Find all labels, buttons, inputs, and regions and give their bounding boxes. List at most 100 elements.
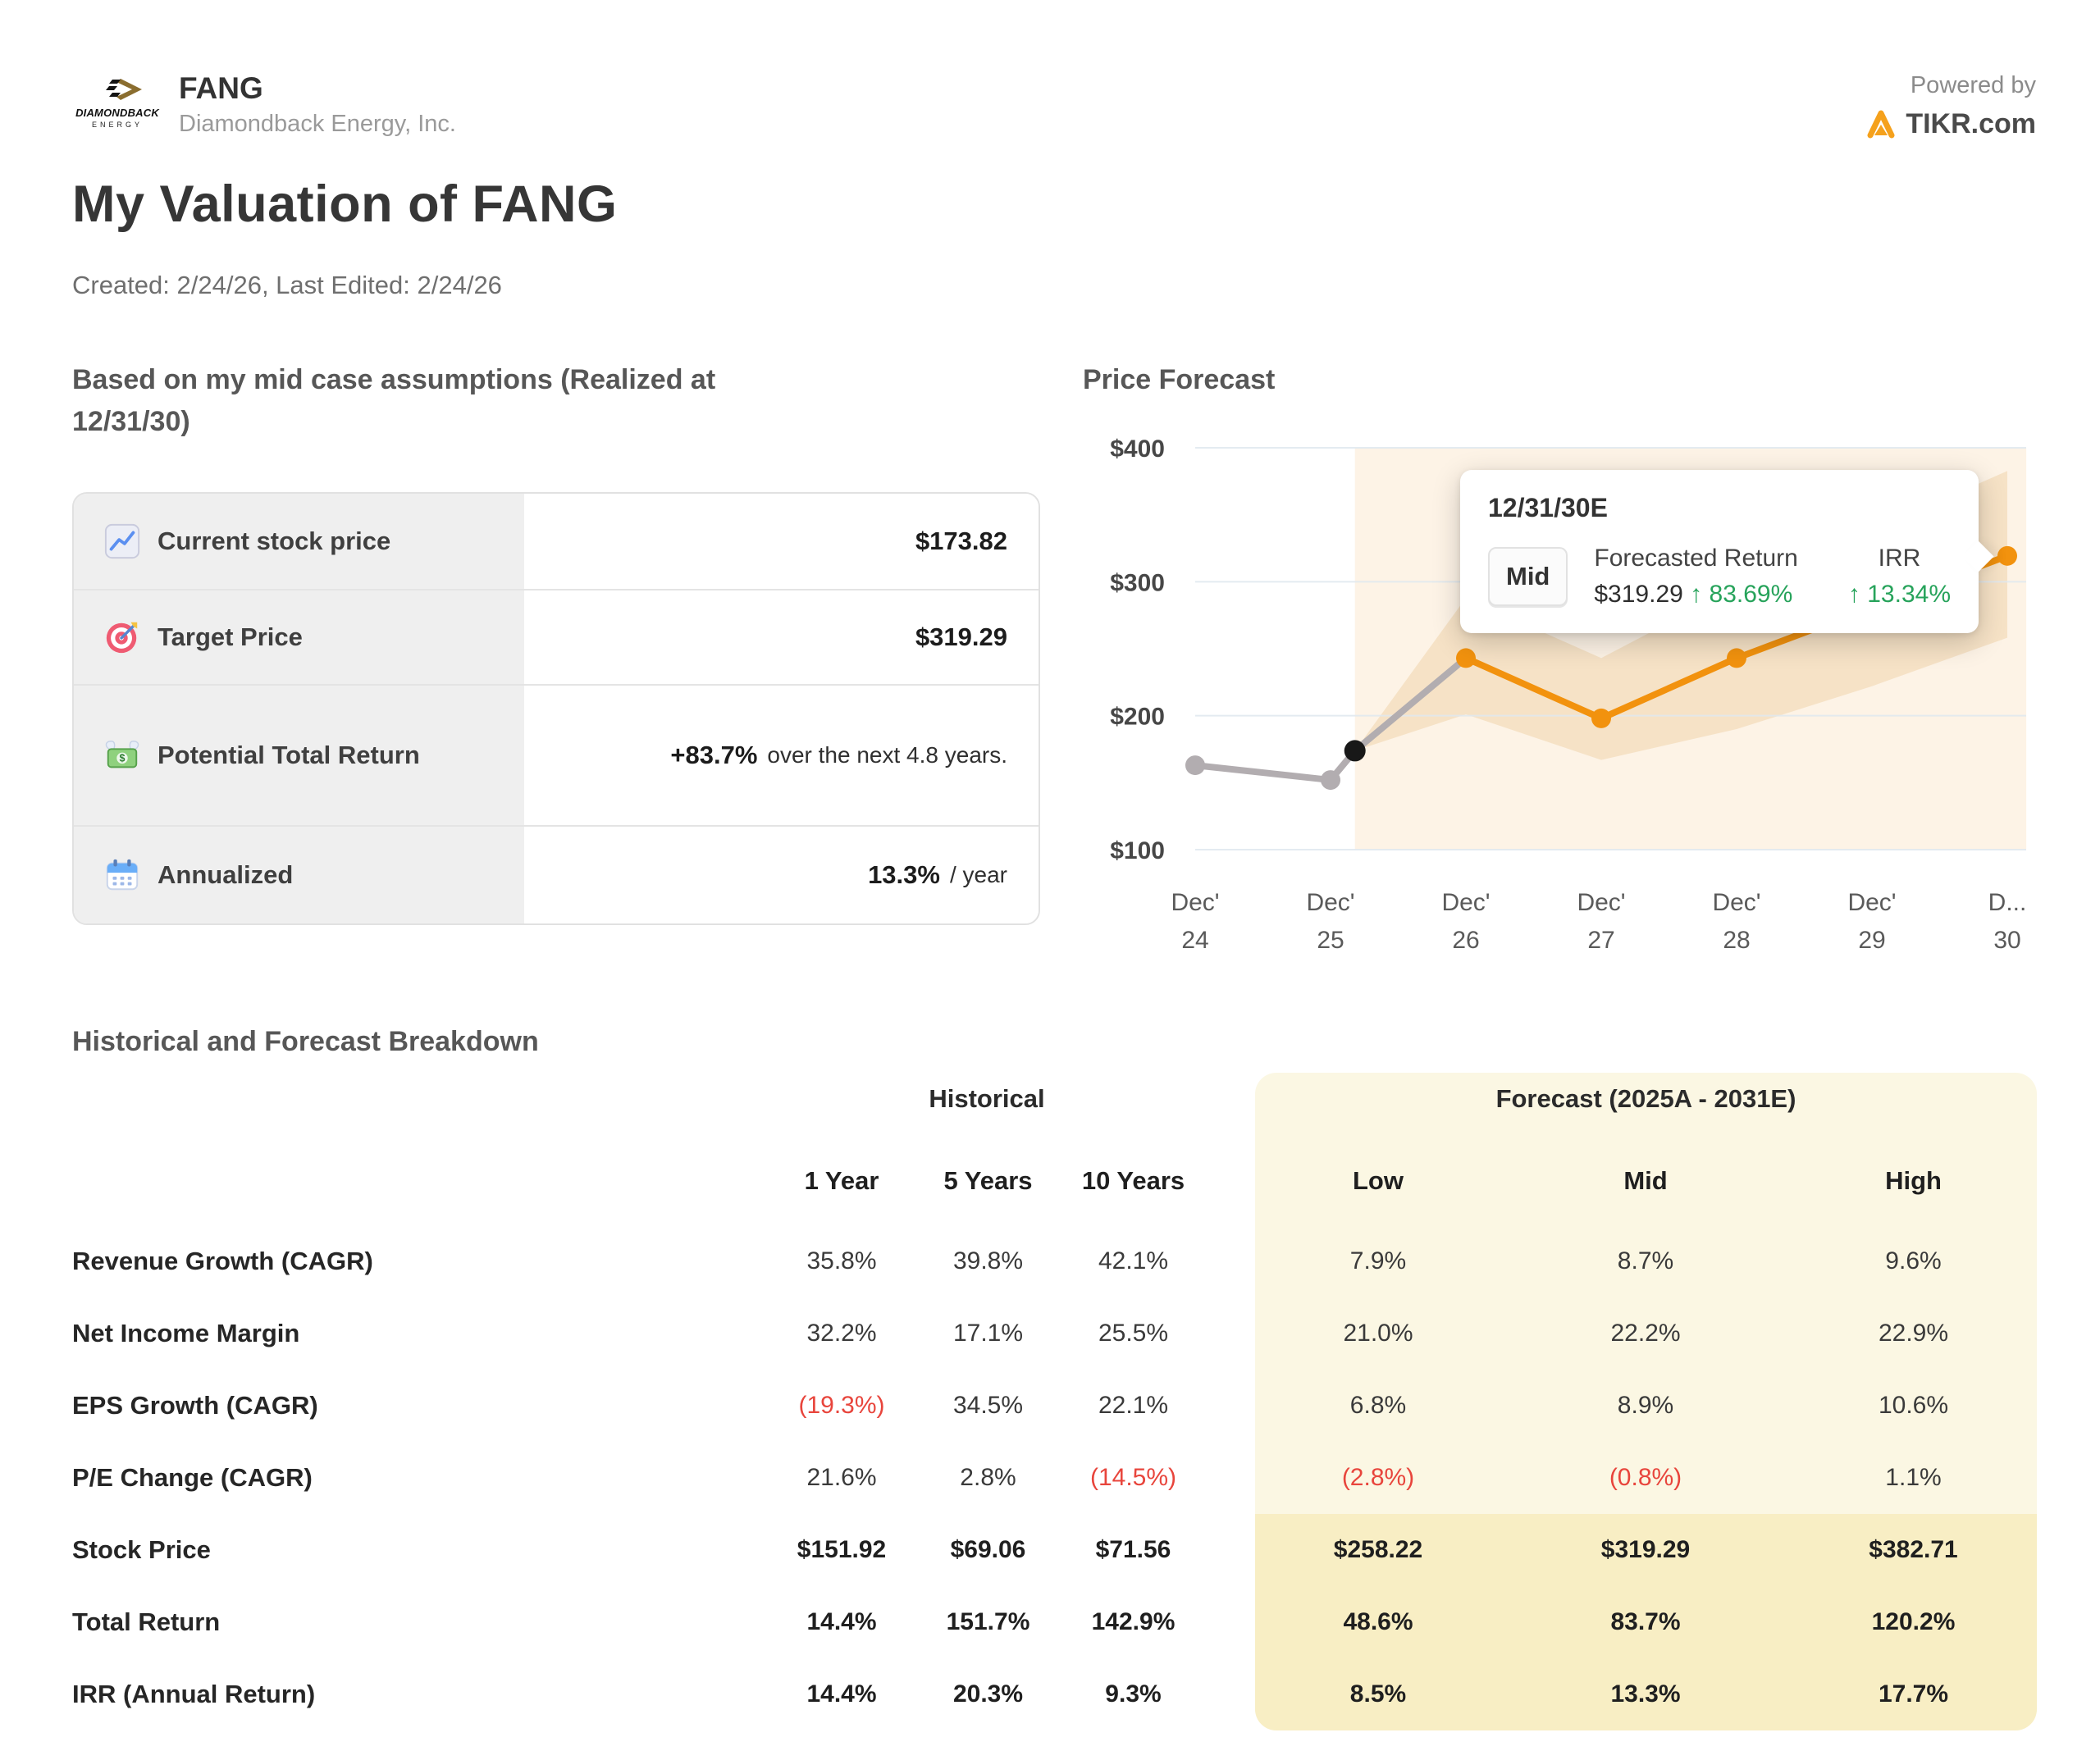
mid-forecast-data-point[interactable] [1456, 648, 1476, 668]
assumption-label-cell: $ Potential Total Return [74, 686, 524, 825]
diamondback-logo-subtext: ENERGY [91, 121, 143, 129]
forecast-value: 8.7% [1617, 1247, 1674, 1274]
svg-text:$: $ [120, 753, 126, 764]
diamondback-logo-text: DIAMONDBACK [75, 107, 159, 119]
diamondback-logo-icon [106, 79, 142, 100]
historical-value: 35.8% [806, 1247, 877, 1274]
assumption-value: $319.29 [915, 622, 1007, 651]
forecast-card-highlight-band [1255, 1514, 2037, 1730]
calendar-icon [106, 859, 139, 891]
money-with-wings-icon: $ [105, 741, 139, 768]
x-tick-label: D... [1988, 889, 2027, 916]
assumption-label: Potential Total Return [158, 741, 420, 769]
forecast-value: (0.8%) [1609, 1464, 1682, 1491]
target-icon [106, 622, 138, 654]
historical-value: 21.6% [806, 1464, 877, 1491]
forecast-group-header: Forecast (2025A - 2031E) [1495, 1084, 1796, 1113]
tooltip-date: 12/31/30E [1488, 493, 1608, 522]
forecast-value: 22.9% [1878, 1320, 1949, 1347]
assumption-value: 13.3% [868, 860, 940, 889]
assumption-row-current-price: Current stock price $173.82 [74, 494, 1039, 589]
historical-value: $151.92 [797, 1536, 887, 1563]
historical-value: 2.8% [960, 1464, 1016, 1491]
assumption-label-cell: Annualized [74, 827, 524, 923]
historical-value: 25.5% [1098, 1320, 1169, 1347]
breakdown-table: Historical Forecast (2025A - 2031E) 1 Ye… [72, 1073, 2037, 1730]
y-tick-label: $100 [1110, 837, 1165, 864]
historical-value: 20.3% [952, 1680, 1024, 1708]
col-header-mid: Mid [1623, 1166, 1668, 1195]
forecast-value: 1.1% [1885, 1464, 1942, 1491]
ticker-symbol: FANG [179, 71, 263, 105]
x-tick-label: 27 [1587, 927, 1614, 954]
forecast-value: $319.29 [1600, 1536, 1691, 1563]
breakdown-row-label: EPS Growth (CAGR) [72, 1391, 318, 1420]
forecast-value: 13.3% [1610, 1680, 1681, 1708]
breakdown-row-label: Revenue Growth (CAGR) [72, 1247, 373, 1275]
historical-line [1192, 654, 1469, 784]
forecast-value: 48.6% [1343, 1608, 1413, 1635]
historical-value: (14.5%) [1089, 1464, 1177, 1491]
forecast-value: 21.0% [1343, 1320, 1413, 1347]
assumption-label: Target Price [158, 622, 303, 651]
assumption-label-cell: Current stock price [74, 494, 524, 589]
breakdown-row-label: Stock Price [72, 1535, 211, 1564]
y-tick-label: $400 [1110, 435, 1165, 463]
forecast-value: 83.7% [1610, 1608, 1681, 1635]
forecast-value: 22.2% [1610, 1320, 1681, 1347]
irr-label: IRR [1878, 545, 1921, 572]
historical-value: 9.3% [1105, 1680, 1162, 1708]
historical-value: 17.1% [952, 1320, 1024, 1347]
assumption-value-suffix: over the next 4.8 years. [767, 742, 1007, 768]
current-price-point[interactable] [1344, 740, 1366, 762]
forecasted-return-change: ↑ 83.69% [1690, 581, 1793, 608]
historical-data-point[interactable] [1321, 770, 1340, 791]
forecast-value: 120.2% [1871, 1608, 1956, 1635]
assumption-value-suffix: / year [949, 862, 1007, 887]
col-header-high: High [1885, 1166, 1942, 1195]
assumption-value-cell: +83.7% over the next 4.8 years. [524, 686, 1039, 825]
y-tick-label: $200 [1110, 704, 1165, 731]
chart-increasing-icon [104, 523, 140, 559]
breakdown-row-label: Total Return [72, 1607, 221, 1636]
historical-group-header: Historical [929, 1084, 1045, 1113]
col-header-1-year: 1 Year [804, 1166, 879, 1195]
historical-value: $71.56 [1095, 1536, 1171, 1563]
tooltip-irr: IRR ↑ 13.34% [1848, 545, 1951, 609]
forecast-value: 8.5% [1349, 1680, 1407, 1708]
assumption-row-target-price: Target Price $319.29 [74, 589, 1039, 684]
price-forecast-heading: Price Forecast [1083, 364, 1276, 395]
header: DIAMONDBACK ENERGY FANG Diamondback Ener… [72, 71, 2036, 140]
mid-forecast-data-point[interactable] [1727, 648, 1746, 668]
x-tick-label: Dec' [1847, 889, 1896, 916]
mid-forecast-data-point[interactable] [1591, 708, 1611, 728]
assumption-value-cell: $173.82 [524, 494, 1039, 589]
historical-data-point[interactable] [1185, 755, 1205, 776]
forecast-value: 10.6% [1878, 1392, 1949, 1419]
breakdown-row-label: P/E Change (CAGR) [72, 1463, 313, 1492]
mid-forecast-data-point[interactable] [1997, 545, 2017, 566]
assumption-value-cell: 13.3% / year [524, 827, 1039, 923]
x-tick-label: 26 [1452, 927, 1479, 954]
forecast-value: 6.8% [1349, 1392, 1407, 1419]
assumption-label: Current stock price [158, 527, 391, 555]
assumption-label: Annualized [158, 860, 294, 889]
historical-value: 151.7% [946, 1608, 1030, 1635]
tikr-logo-icon [1867, 110, 1895, 139]
mid-case-badge: Mid [1488, 547, 1568, 606]
assumption-value: $173.82 [915, 527, 1007, 555]
forecast-value: $382.71 [1869, 1536, 1958, 1563]
forecasted-return-price: $319.29 [1594, 581, 1683, 608]
breakdown-heading: Historical and Forecast Breakdown [72, 1026, 539, 1057]
x-tick-label: 24 [1181, 927, 1208, 954]
forecast-value: 17.7% [1878, 1680, 1949, 1708]
historical-value: 34.5% [952, 1392, 1024, 1419]
diamondback-logo: DIAMONDBACK ENERGY [72, 72, 162, 129]
x-tick-label: Dec' [1306, 889, 1354, 916]
created-edited-meta: Created: 2/24/26, Last Edited: 2/24/26 [72, 271, 502, 299]
x-tick-label: Dec' [1712, 889, 1760, 916]
assumptions-card: Current stock price $173.82 Target Price [72, 492, 1040, 925]
tikr-brand-link[interactable]: TIKR.com [1865, 107, 2036, 140]
irr-value: ↑ 13.34% [1847, 581, 1951, 608]
